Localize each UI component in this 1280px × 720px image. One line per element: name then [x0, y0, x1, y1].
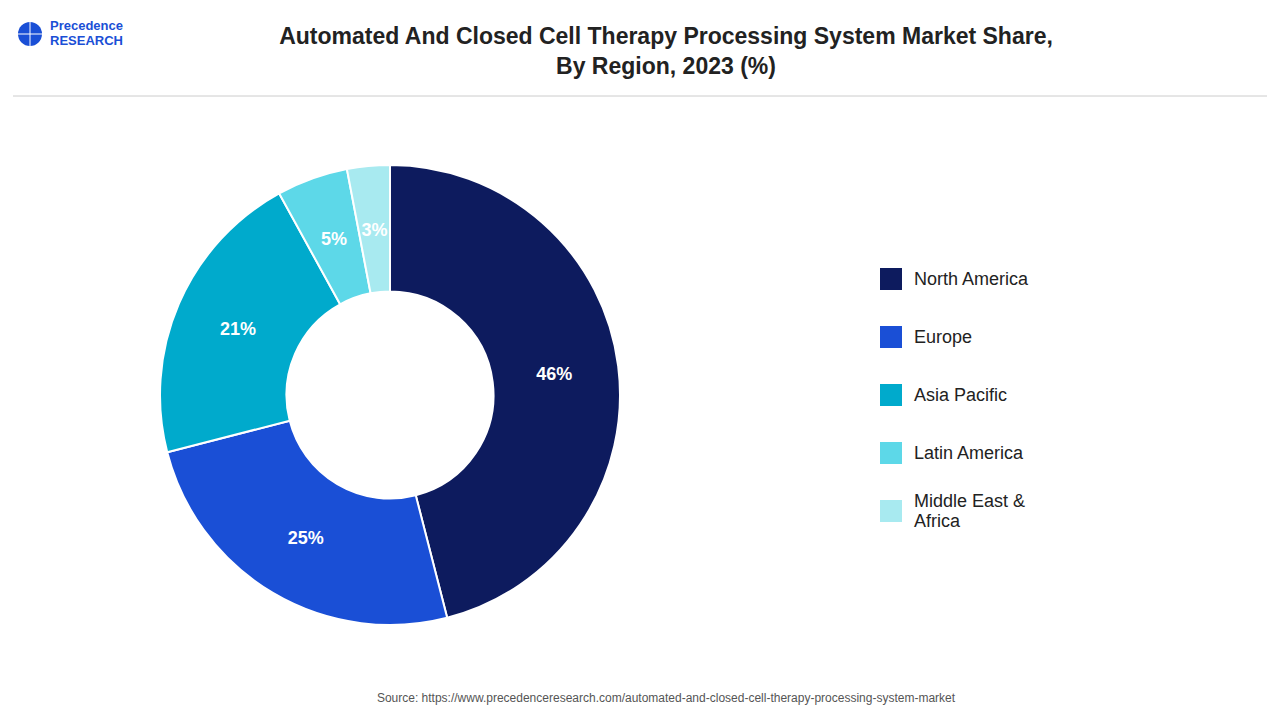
- logo-text: PrecedenceRESEARCH: [50, 18, 123, 48]
- logo-globe: [18, 22, 42, 46]
- legend: North America Europe Asia Pacific Latin Ame…: [880, 268, 1029, 531]
- legend-swatch: [880, 326, 902, 348]
- data-label: 3%: [361, 220, 387, 240]
- logo-globe-line: [18, 34, 42, 35]
- logo: PrecedenceRESEARCH: [18, 18, 123, 48]
- divider: [13, 96, 1267, 97]
- legend-label: Asia Pacific: [914, 385, 1007, 405]
- background: [0, 0, 1280, 720]
- legend-swatch: [880, 268, 902, 290]
- data-labels: 46% 25% 21% 5% 3%: [220, 220, 572, 547]
- legend-swatch: [880, 500, 902, 522]
- source: Source: https://www.precedenceresearch.c…: [377, 691, 956, 705]
- data-label: 5%: [321, 229, 347, 249]
- chart: PrecedenceRESEARCH Automated And Closed C…: [0, 0, 1280, 720]
- legend-swatch: [880, 442, 902, 464]
- data-label: 25%: [288, 528, 324, 548]
- data-label: 46%: [536, 364, 572, 384]
- legend-label: Latin America: [914, 443, 1024, 463]
- title: Automated And Closed Cell Therapy Proces…: [279, 23, 1053, 79]
- legend-label: Europe: [914, 327, 972, 347]
- slices: [160, 165, 620, 625]
- legend-label: Middle East &Africa: [914, 491, 1025, 531]
- legend-label: North America: [914, 269, 1029, 289]
- slice: [167, 421, 447, 625]
- data-label: 21%: [220, 319, 256, 339]
- slice: [347, 165, 390, 293]
- chart-container: PrecedenceRESEARCH Automated And Closed C…: [0, 0, 1280, 720]
- legend-swatch: [880, 384, 902, 406]
